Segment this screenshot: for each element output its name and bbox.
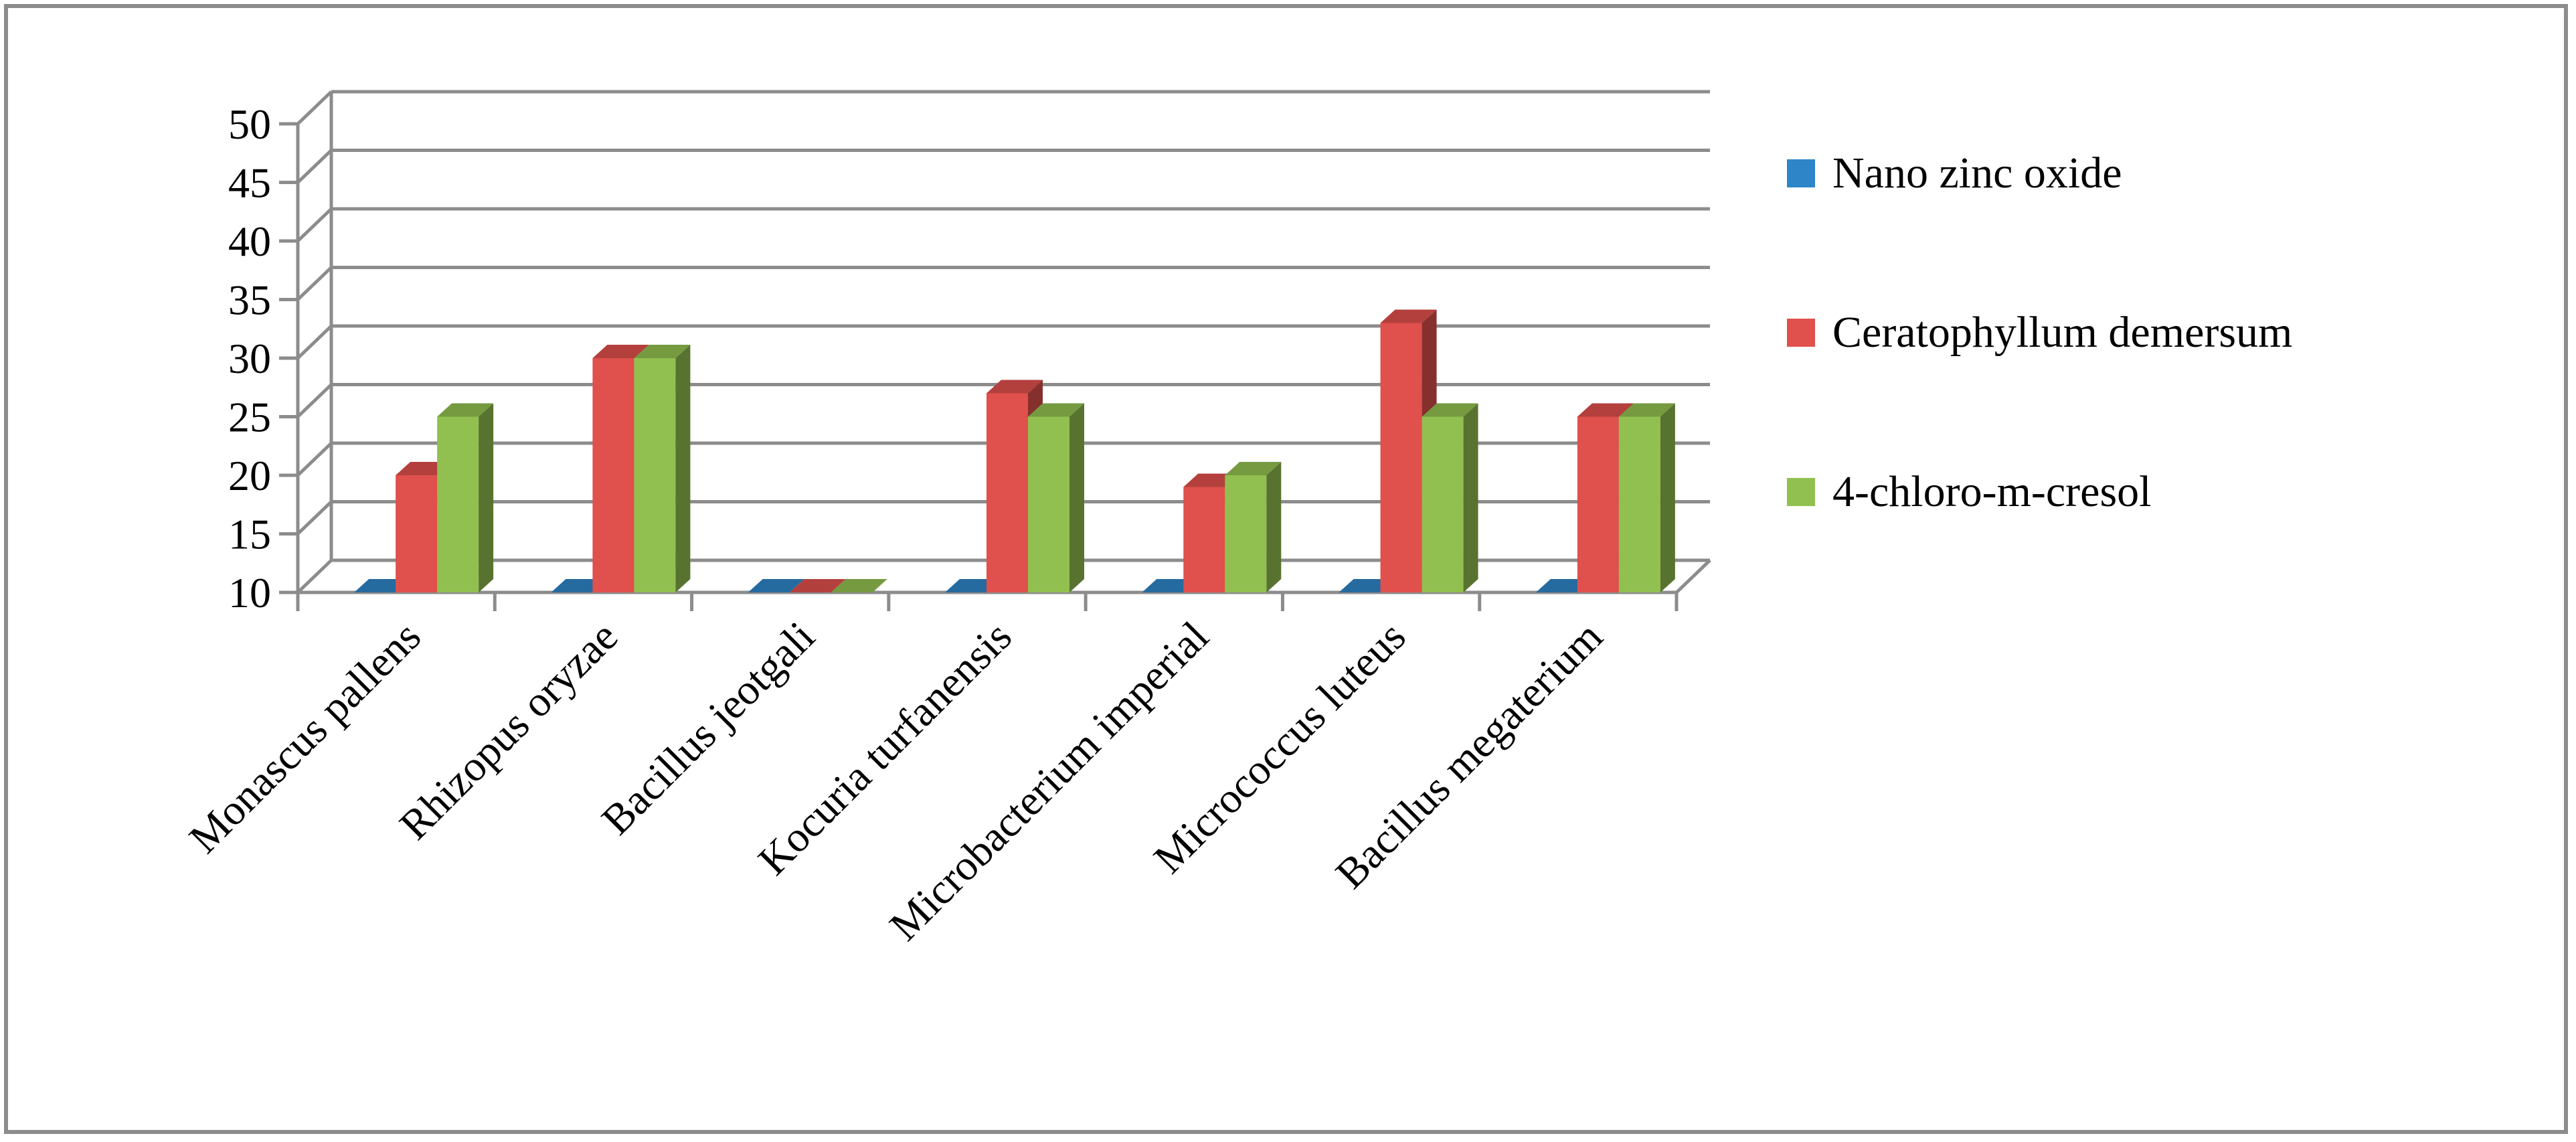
gridline-side bbox=[296, 90, 333, 125]
bar-front bbox=[1422, 416, 1464, 592]
x-tick-label: Microbacterium imperial bbox=[880, 613, 1217, 950]
bar-front bbox=[1618, 416, 1660, 592]
y-tick-label: 50 bbox=[228, 100, 271, 148]
legend-swatch bbox=[1787, 159, 1815, 187]
bar-top bbox=[1422, 403, 1478, 417]
bar-top bbox=[437, 403, 494, 417]
legend-label: 4-chloro-m-cresol bbox=[1832, 467, 2151, 516]
legend-label: Ceratophyllum demersum bbox=[1832, 308, 2292, 357]
bar bbox=[748, 579, 804, 592]
bar-top bbox=[986, 380, 1043, 394]
bar bbox=[1225, 462, 1282, 592]
bar-front bbox=[396, 475, 438, 592]
y-tick-label: 15 bbox=[228, 511, 271, 558]
bar-front bbox=[634, 358, 676, 592]
bar-front bbox=[1225, 475, 1267, 592]
bar-side bbox=[675, 345, 691, 592]
bar-top bbox=[1225, 462, 1282, 475]
y-tick-label: 20 bbox=[228, 452, 271, 499]
gridline-side bbox=[296, 383, 333, 418]
x-tick-label: Bacillus jeotgali bbox=[592, 613, 824, 844]
bar-side bbox=[1660, 403, 1675, 592]
y-tick-label: 10 bbox=[228, 569, 271, 617]
bar-top bbox=[634, 345, 691, 358]
bar-top bbox=[748, 579, 804, 592]
bar-front bbox=[592, 358, 634, 592]
bar-front bbox=[1183, 487, 1225, 592]
legend-item: Ceratophyllum demersum bbox=[1787, 308, 2292, 357]
x-tick-label: Monascus pallens bbox=[180, 613, 430, 862]
bar bbox=[1028, 403, 1084, 592]
y-tick-label: 25 bbox=[228, 394, 271, 441]
gridline-side bbox=[296, 266, 333, 301]
bar-side bbox=[1069, 403, 1084, 592]
bar-top bbox=[789, 579, 846, 592]
y-tick-label: 30 bbox=[228, 335, 271, 382]
bar bbox=[437, 403, 494, 592]
y-tick-label: 35 bbox=[228, 276, 271, 324]
gridline-side bbox=[296, 500, 333, 536]
bars bbox=[354, 309, 1675, 592]
bar-top bbox=[831, 579, 887, 592]
legend-item: Nano zinc oxide bbox=[1787, 149, 2122, 197]
gridlines bbox=[296, 90, 1711, 594]
gridline-side bbox=[296, 559, 333, 594]
floor-edge bbox=[1675, 559, 1711, 594]
legend: Nano zinc oxide Ceratophyllum demersum 4-c… bbox=[1787, 149, 2292, 516]
bar-top bbox=[1380, 309, 1437, 323]
y-tick-label: 45 bbox=[228, 159, 271, 207]
y-tick-labels: 10 15 20 25 30 35 40 45 50 bbox=[228, 100, 271, 617]
bar-front bbox=[437, 416, 479, 592]
legend-swatch bbox=[1787, 478, 1815, 506]
gridline-side bbox=[296, 208, 333, 242]
bar-front bbox=[1028, 416, 1069, 592]
gridline-side bbox=[296, 149, 333, 184]
gridline-side bbox=[296, 442, 333, 477]
bar-side bbox=[1463, 403, 1478, 592]
gridline-side bbox=[296, 325, 333, 359]
bar-front bbox=[986, 393, 1028, 592]
bar bbox=[789, 579, 846, 592]
legend-item: 4-chloro-m-cresol bbox=[1787, 467, 2151, 516]
bar bbox=[634, 345, 691, 592]
bar-top bbox=[1618, 403, 1675, 417]
bar-top bbox=[1577, 403, 1634, 417]
bar-top bbox=[1028, 403, 1084, 417]
legend-swatch bbox=[1787, 319, 1815, 347]
bar bbox=[1618, 403, 1675, 592]
y-tick-label: 40 bbox=[228, 218, 271, 265]
legend-label: Nano zinc oxide bbox=[1832, 149, 2122, 197]
bar-front bbox=[1577, 416, 1619, 592]
bar-side bbox=[1266, 462, 1282, 592]
bar bbox=[831, 579, 887, 592]
bar bbox=[1422, 403, 1478, 592]
bar-front bbox=[1380, 323, 1422, 592]
bar-top bbox=[592, 345, 649, 358]
bar-side bbox=[479, 403, 494, 592]
